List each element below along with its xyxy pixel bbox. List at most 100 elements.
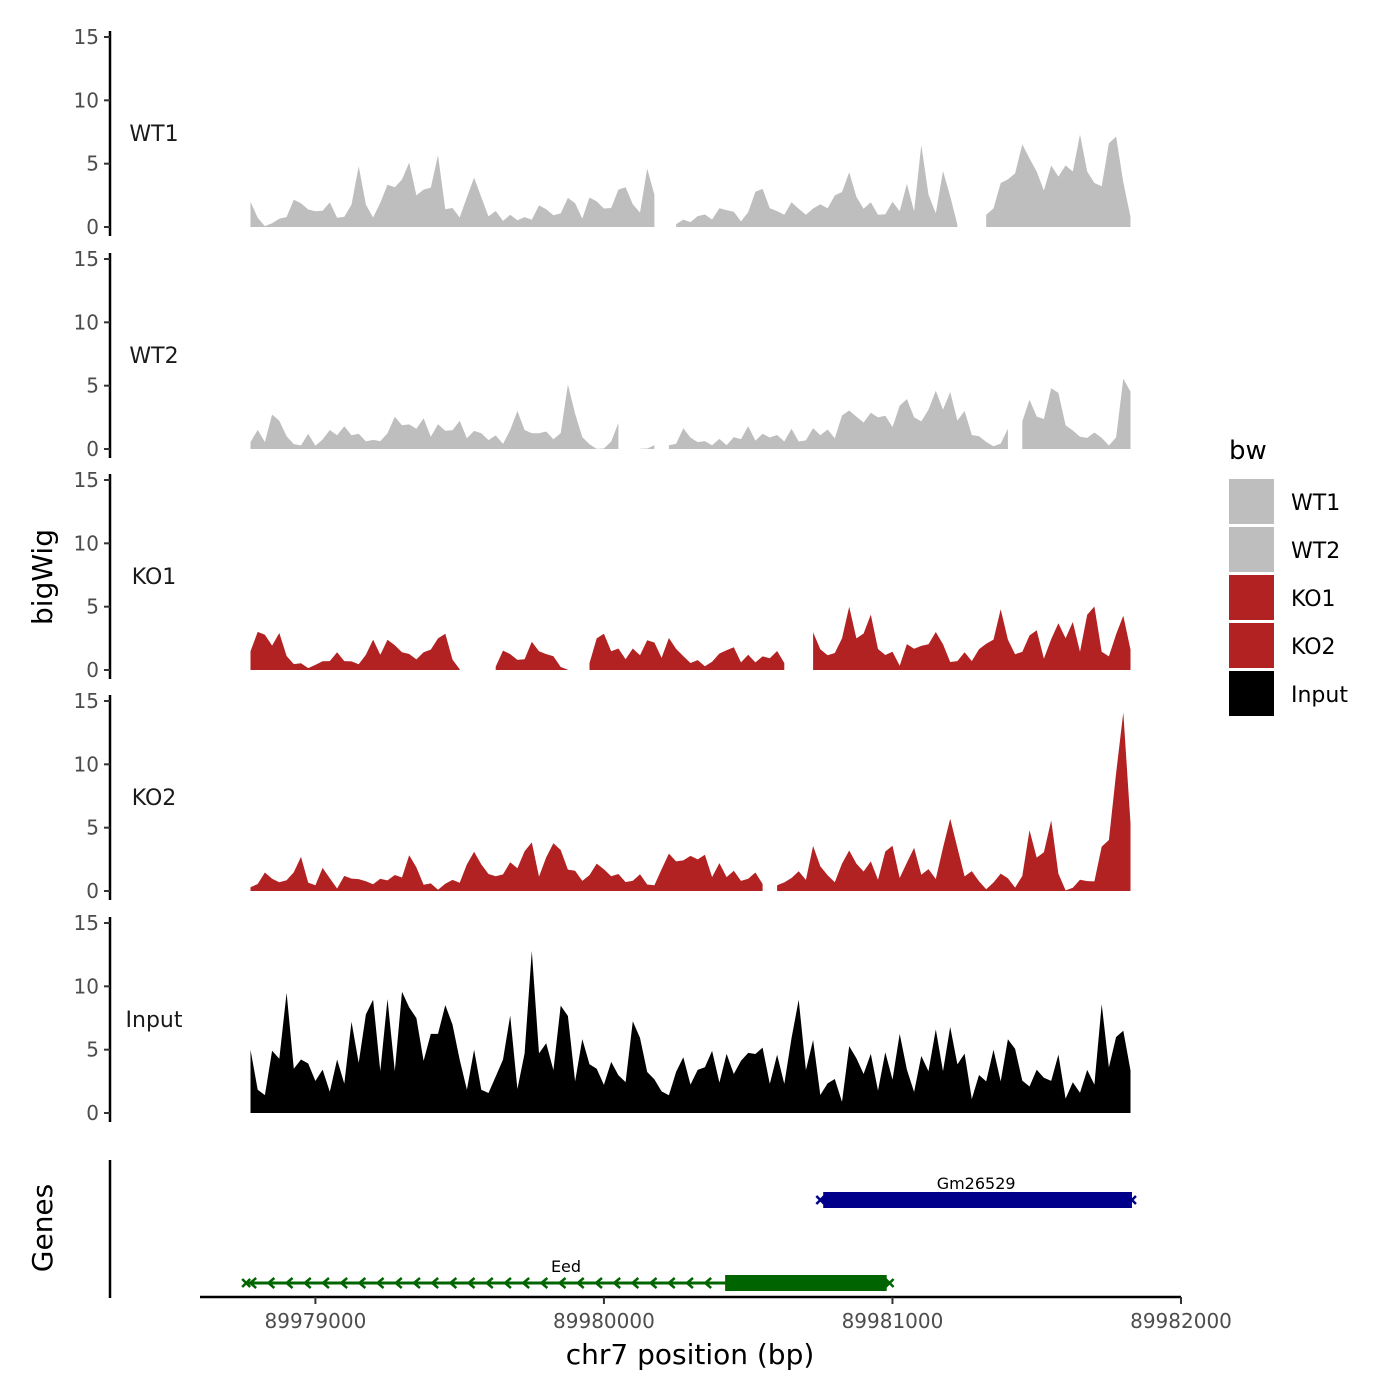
y-tick-label: 5 xyxy=(86,374,99,398)
y-tick-label: 10 xyxy=(74,88,99,112)
y-tick-label: 0 xyxy=(86,658,99,682)
legend-swatch-wt1 xyxy=(1229,479,1274,524)
y-tick-label: 0 xyxy=(86,437,99,461)
strand-arrow xyxy=(521,1277,530,1289)
strand-arrow xyxy=(284,1277,294,1289)
genes-track: Gm26529 Eed xyxy=(108,1160,1137,1298)
signal-area-wt1-3 xyxy=(986,134,1131,227)
strand-arrow xyxy=(484,1277,494,1289)
y-tick-label: 5 xyxy=(86,595,99,619)
x-axis: 89979000 89980000 89981000 89982000 xyxy=(200,1295,1232,1333)
signal-area-ko1-4 xyxy=(813,606,1131,670)
signal-area-wt2-3 xyxy=(668,390,1008,449)
signal-area-wt2-1 xyxy=(250,384,619,449)
track-wt1: 0 5 10 15 WT1 xyxy=(74,25,1131,239)
y-axis-title: bigWig xyxy=(26,529,59,625)
strand-arrow xyxy=(339,1277,348,1289)
strand-arrow xyxy=(594,1277,603,1289)
y-tick-label: 0 xyxy=(86,879,99,903)
y-tick-label: 15 xyxy=(74,468,99,492)
legend-label-wt2: WT2 xyxy=(1291,539,1340,564)
signal-area-wt1-1 xyxy=(250,155,655,227)
y-tick-label: 15 xyxy=(74,911,99,935)
legend-swatch-ko1 xyxy=(1229,575,1274,620)
strand-arrow xyxy=(466,1277,476,1289)
strand-arrow xyxy=(503,1277,512,1289)
strand-arrow xyxy=(630,1277,640,1289)
y-tick-label: 5 xyxy=(86,1038,99,1062)
x-tick-label: 89979000 xyxy=(265,1309,367,1333)
track-input: 0 5 10 15 Input xyxy=(74,911,1131,1125)
strand-arrow xyxy=(612,1277,621,1289)
signal-area-wt2-2 xyxy=(640,445,655,449)
gene-start-marker xyxy=(815,1195,826,1205)
bigwig-tracks: 0 5 10 15 WT1 0 5 10 15 WT2 0 5 10 15 KO1 0 5 10 15 KO2 0 5 10… xyxy=(74,25,1131,1125)
legend-label-ko2: KO2 xyxy=(1291,635,1336,660)
y-tick-label: 15 xyxy=(74,247,99,271)
genes-axis-title: Genes xyxy=(26,1184,59,1272)
gene-start-marker xyxy=(241,1278,252,1288)
strand-arrow xyxy=(412,1277,421,1289)
signal-area-ko1-3 xyxy=(589,633,785,670)
track-ko2: 0 5 10 15 KO2 xyxy=(74,689,1131,903)
legend-swatch-ko2 xyxy=(1229,623,1274,668)
strand-arrow xyxy=(703,1277,712,1289)
track-label-wt2: WT2 xyxy=(129,344,178,369)
y-tick-label: 10 xyxy=(74,310,99,334)
strand-arrow xyxy=(575,1277,585,1289)
gene-exon xyxy=(725,1275,887,1291)
track-ko1: 0 5 10 15 KO1 xyxy=(74,468,1131,682)
legend-label-wt1: WT1 xyxy=(1291,491,1340,516)
y-tick-label: 10 xyxy=(74,974,99,998)
strand-arrow xyxy=(557,1277,567,1289)
legend-swatch-input xyxy=(1229,671,1274,716)
y-tick-label: 5 xyxy=(86,152,99,176)
x-axis-title: chr7 position (bp) xyxy=(566,1338,815,1371)
legend-label-ko1: KO1 xyxy=(1291,587,1336,612)
gene-gm26529: Gm26529 xyxy=(815,1174,1137,1208)
strand-arrow xyxy=(357,1277,367,1289)
y-tick-label: 10 xyxy=(74,531,99,555)
signal-area-wt1-2 xyxy=(676,144,958,227)
signal-area-ko2-1 xyxy=(250,842,763,891)
track-wt2: 0 5 10 15 WT2 xyxy=(74,247,1131,461)
strand-arrow xyxy=(248,1277,257,1289)
strand-arrow xyxy=(302,1277,312,1289)
y-tick-label: 10 xyxy=(74,752,99,776)
strand-arrow xyxy=(685,1277,694,1289)
strand-arrow xyxy=(266,1277,276,1289)
strand-arrow xyxy=(375,1277,385,1289)
strand-arrow xyxy=(430,1277,439,1289)
signal-area-wt2-4 xyxy=(1022,378,1131,449)
strand-arrow xyxy=(539,1277,549,1289)
signal-area-ko1-1 xyxy=(250,631,460,670)
strand-arrow xyxy=(648,1277,658,1289)
y-tick-label: 5 xyxy=(86,816,99,840)
y-tick-label: 15 xyxy=(74,25,99,49)
strand-arrow xyxy=(393,1277,403,1289)
legend-swatch-wt2 xyxy=(1229,527,1274,572)
legend-title: bw xyxy=(1229,436,1267,466)
y-tick-label: 0 xyxy=(86,1101,99,1125)
gene-eed: Eed xyxy=(241,1257,895,1291)
track-label-ko2: KO2 xyxy=(132,786,177,811)
gene-end-marker xyxy=(884,1278,895,1288)
y-tick-label: 15 xyxy=(74,689,99,713)
track-label-wt1: WT1 xyxy=(129,122,178,147)
signal-area-ko2-2 xyxy=(777,712,1131,891)
gene-label: Eed xyxy=(551,1257,581,1276)
y-tick-label: 0 xyxy=(86,215,99,239)
strand-arrow xyxy=(321,1277,330,1289)
gene-label: Gm26529 xyxy=(937,1174,1016,1193)
x-tick-label: 89980000 xyxy=(553,1309,655,1333)
gene-exon xyxy=(823,1192,1132,1208)
legend: bw WT1 WT2 KO1 KO2 Input xyxy=(1229,436,1348,716)
signal-area-input-1 xyxy=(250,950,1131,1113)
strand-arrow xyxy=(448,1277,458,1289)
track-label-input: Input xyxy=(126,1008,183,1033)
strand-arrow xyxy=(666,1277,676,1289)
signal-area-ko1-2 xyxy=(495,641,568,670)
x-tick-label: 89982000 xyxy=(1130,1309,1232,1333)
legend-label-input: Input xyxy=(1291,683,1348,708)
